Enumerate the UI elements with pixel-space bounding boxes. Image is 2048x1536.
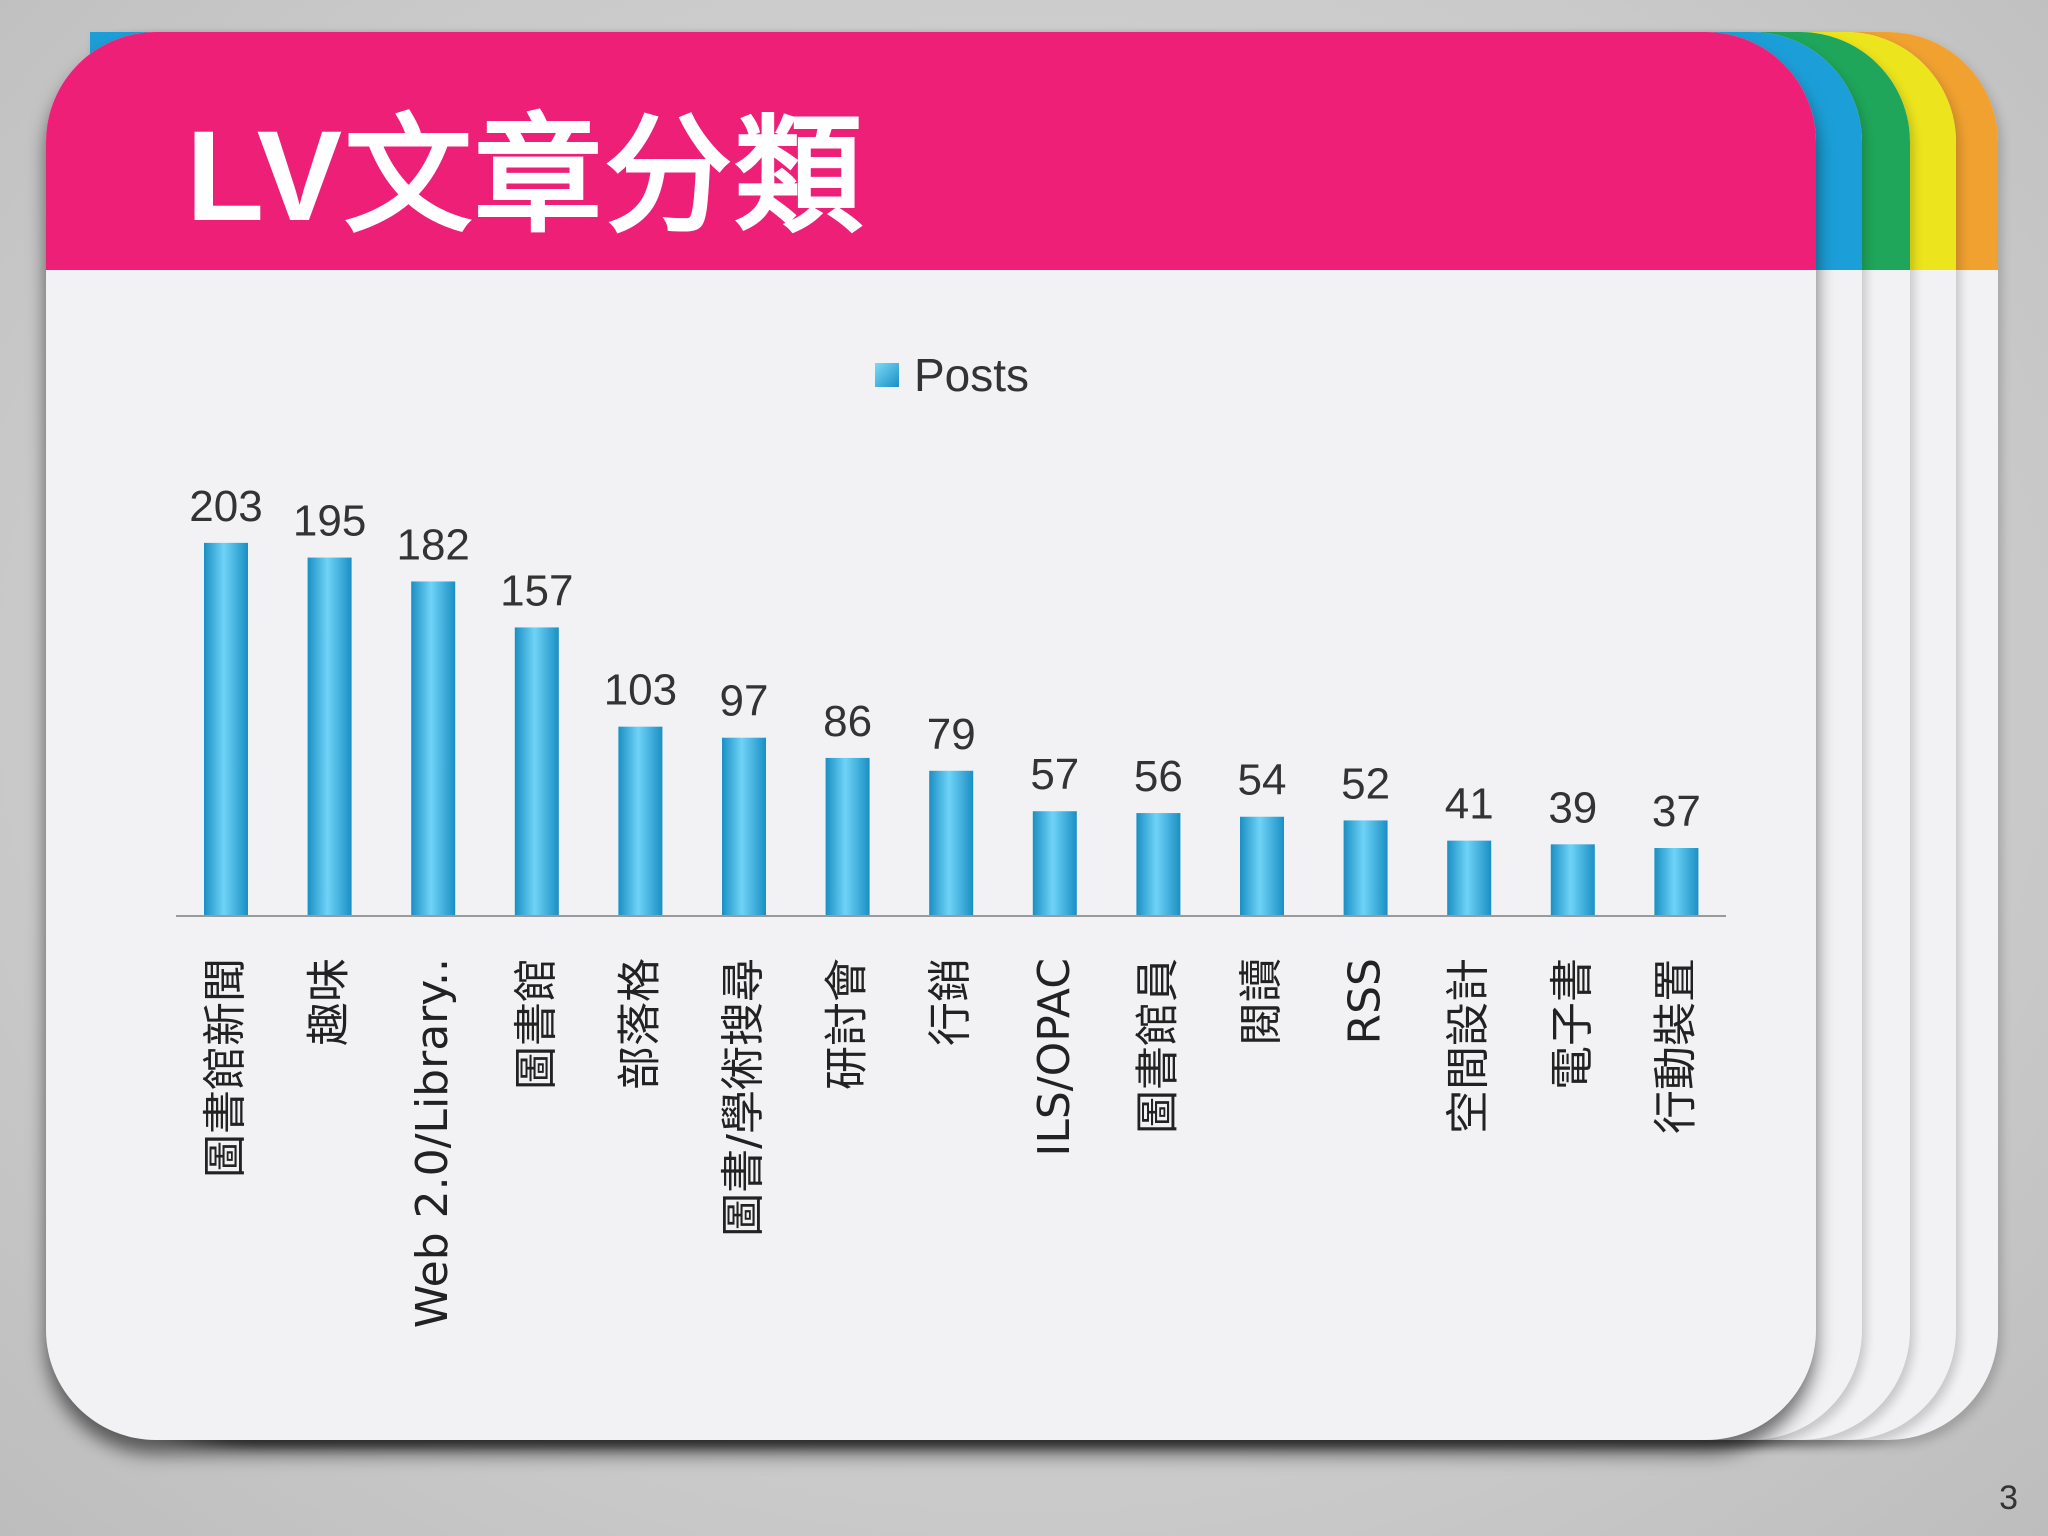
- bar: [929, 770, 974, 916]
- bar: [1136, 813, 1181, 916]
- data-label: 54: [1238, 756, 1287, 805]
- data-label: 157: [500, 566, 573, 615]
- bar: [1032, 811, 1077, 916]
- title-bar: [46, 32, 1816, 270]
- bar-chart: Posts 203 195 182 157 103 97 86 79 57 56 54 52 41 39 3…: [176, 349, 1726, 1328]
- x-tick-label: 閱讀: [1236, 958, 1287, 1046]
- x-tick-label: Web 2.0/Library..: [407, 958, 458, 1328]
- bar: [514, 627, 559, 916]
- data-label: 195: [293, 497, 366, 546]
- x-tick-label: 圖書館員: [1132, 958, 1183, 1134]
- legend-label: Posts: [914, 349, 1029, 401]
- bar: [1550, 844, 1595, 916]
- x-tick-label: 圖書館: [511, 958, 562, 1090]
- data-label: 56: [1134, 752, 1183, 801]
- bar: [1343, 820, 1388, 916]
- x-tick-label: 空間設計: [1443, 958, 1494, 1134]
- page-number: 3: [1999, 1479, 2018, 1517]
- data-label: 39: [1548, 783, 1597, 832]
- slide-title: LV文章分類: [186, 105, 865, 248]
- x-tick-label: 電子書: [1547, 958, 1598, 1090]
- bar: [1654, 847, 1699, 916]
- bar: [618, 726, 663, 916]
- x-tick-label: 行動裝置: [1650, 958, 1701, 1134]
- data-label: 86: [823, 697, 872, 746]
- data-label: 57: [1030, 750, 1079, 799]
- data-label: 182: [396, 520, 469, 569]
- bar: [825, 757, 870, 916]
- bar: [307, 557, 352, 916]
- data-label: 37: [1652, 787, 1701, 836]
- data-label: 79: [927, 710, 976, 759]
- data-label: 103: [604, 666, 677, 715]
- x-tick-label: 研討會: [822, 958, 873, 1090]
- bar: [204, 542, 248, 916]
- x-tick-label: 趣味: [304, 958, 355, 1046]
- legend-swatch: [875, 363, 899, 387]
- x-tick-label: ILS/OPAC: [1029, 958, 1080, 1157]
- data-label: 52: [1341, 759, 1390, 808]
- x-tick-label: 部落格: [614, 958, 665, 1090]
- data-label: 203: [189, 482, 262, 531]
- x-tick-label: 圖書館新聞: [200, 958, 251, 1178]
- x-tick-label: 圖書/學術搜尋: [718, 958, 769, 1237]
- data-label: 41: [1445, 780, 1494, 829]
- x-tick-label: 行銷: [925, 958, 976, 1046]
- data-label: 97: [720, 677, 769, 726]
- bar: [411, 581, 456, 916]
- bar: [1240, 816, 1284, 916]
- chart-legend: Posts: [875, 349, 1029, 401]
- bar: [1447, 840, 1492, 916]
- x-tick-label: RSS: [1340, 958, 1391, 1044]
- bar: [722, 737, 766, 916]
